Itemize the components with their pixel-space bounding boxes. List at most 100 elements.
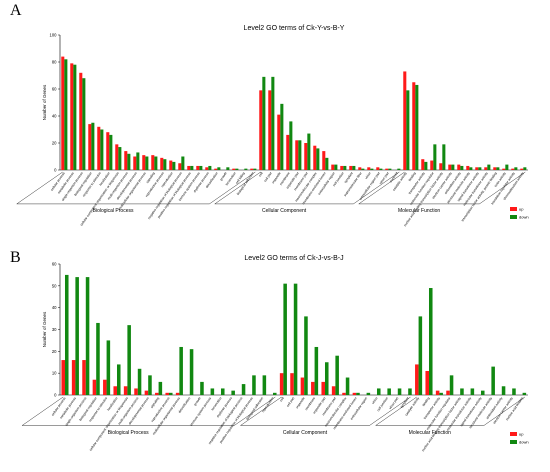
- group-bracket: [240, 396, 282, 426]
- bar-down: [181, 156, 185, 170]
- bar-up: [421, 159, 425, 170]
- bar-up: [82, 360, 86, 395]
- bar-up: [295, 140, 299, 170]
- bar-up: [113, 386, 117, 395]
- bar-up: [331, 386, 336, 395]
- bar-down: [231, 390, 235, 395]
- bar-up: [259, 90, 263, 170]
- bar-down: [154, 156, 158, 170]
- bar-up: [300, 377, 305, 395]
- bar-down: [210, 388, 215, 395]
- bar-down: [406, 90, 410, 170]
- category-label: organelle: [295, 396, 306, 409]
- bar-up: [457, 164, 461, 170]
- bar-down: [136, 152, 140, 170]
- group-bracket: [353, 171, 400, 205]
- bar-up: [151, 155, 155, 170]
- bar-up: [277, 114, 281, 170]
- bar-down: [190, 165, 194, 170]
- bar-down: [470, 388, 475, 395]
- group-bracket: [209, 171, 256, 205]
- bar-up: [144, 390, 149, 395]
- bar-up: [279, 373, 284, 395]
- bar-down: [82, 78, 86, 170]
- bar-down: [85, 277, 90, 395]
- bar-down: [280, 103, 284, 170]
- bar-up: [367, 167, 371, 170]
- bar-up: [331, 164, 335, 170]
- bar-down: [361, 168, 365, 170]
- bar-up: [290, 373, 294, 395]
- bar-down: [200, 381, 204, 395]
- y-tick-label: 50: [52, 283, 57, 288]
- bar-up: [475, 167, 479, 170]
- bar-up: [415, 364, 419, 395]
- bar-down: [100, 129, 104, 170]
- bar-down: [145, 156, 149, 170]
- bar-up: [311, 381, 315, 395]
- bar-up: [134, 388, 138, 395]
- category-label: cell part: [263, 171, 273, 183]
- bar-down: [523, 167, 527, 170]
- category-label: binding: [421, 396, 430, 407]
- group-bracket: [375, 396, 417, 426]
- bar-down: [262, 375, 267, 395]
- bar-down: [314, 346, 319, 395]
- y-axis-label: Number of Genes: [42, 84, 47, 120]
- bar-down: [262, 76, 266, 170]
- bar-up: [169, 160, 173, 170]
- category-label: cell part: [286, 396, 296, 408]
- bar-down: [442, 144, 446, 170]
- bar-down: [148, 375, 152, 395]
- bar-down: [199, 165, 203, 170]
- bar-down: [163, 159, 167, 170]
- bar-down: [64, 274, 69, 395]
- bar-up: [70, 63, 74, 170]
- bar-down: [424, 161, 428, 170]
- category-label: symplast: [343, 171, 354, 184]
- y-tick-label: 20: [52, 141, 57, 146]
- bar-down: [189, 349, 194, 395]
- group-label: Molecular Function: [409, 430, 451, 436]
- bar-down: [298, 140, 302, 170]
- bar-down: [491, 366, 495, 395]
- panel-letter: A: [10, 2, 22, 19]
- bar-up: [466, 165, 470, 170]
- bar-down: [241, 384, 246, 395]
- bar-up: [349, 165, 353, 170]
- bar-up: [250, 168, 254, 170]
- category-label: virion part: [388, 396, 399, 410]
- group-label: Biological Process: [93, 208, 134, 214]
- bar-up: [214, 168, 218, 170]
- group-bracket: [16, 171, 63, 205]
- bar-down: [158, 381, 163, 395]
- bar-down: [366, 392, 371, 395]
- legend-swatch-down: [510, 440, 517, 444]
- bar-up: [385, 168, 389, 170]
- bar-up: [175, 392, 180, 395]
- bar-down: [397, 388, 402, 395]
- bar-down: [137, 368, 142, 395]
- bar-down: [73, 64, 77, 170]
- bar-up: [446, 390, 450, 395]
- bar-up: [493, 167, 497, 170]
- bar-down: [235, 168, 239, 170]
- bar-down: [480, 390, 485, 395]
- legend-swatch-up: [510, 432, 517, 436]
- bar-down: [272, 392, 277, 395]
- bar-down: [522, 392, 527, 395]
- bar-up: [352, 392, 357, 395]
- group-bracket: [214, 171, 261, 205]
- bar-up: [322, 151, 326, 170]
- category-label: growth: [193, 396, 202, 406]
- bar-down: [388, 168, 392, 170]
- bar-up: [61, 360, 65, 395]
- bar-down: [64, 59, 68, 170]
- legend-label-up: up: [519, 432, 524, 437]
- bar-up: [448, 164, 452, 170]
- y-tick-label: 80: [52, 60, 57, 65]
- bar-up: [155, 392, 159, 395]
- bar-down: [307, 133, 311, 170]
- bar-up: [124, 151, 128, 170]
- group-bracket: [479, 171, 526, 205]
